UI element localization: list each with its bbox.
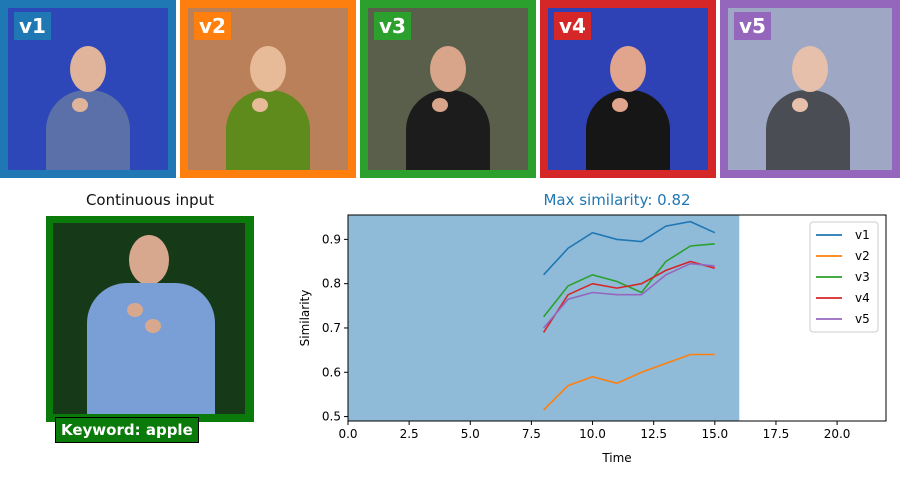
video-label-v1: v1: [14, 12, 51, 40]
legend-box: [809, 221, 879, 333]
series-line-v2: [543, 353, 715, 411]
reference-video-v4: v4: [540, 0, 716, 178]
legend-label-v4: v4: [855, 291, 870, 305]
signer-torso: [226, 90, 310, 170]
y-axis-label: Similarity: [298, 290, 312, 347]
y-tick-label: 0.9: [322, 232, 341, 246]
signer-head: [70, 46, 106, 92]
keyword-badge: Keyword: apple: [55, 417, 199, 443]
reference-video-frame: [368, 8, 528, 170]
x-tick-label: 12.5: [640, 427, 667, 441]
series-line-v4: [542, 260, 716, 333]
x-tick-label: 0.0: [338, 427, 357, 441]
video-label-v2: v2: [194, 12, 231, 40]
signer-head: [129, 235, 169, 285]
reference-video-frame: [548, 8, 708, 170]
x-tick-label: 20.0: [824, 427, 851, 441]
reference-video-v5: v5: [720, 0, 900, 178]
x-tick-label: 10.0: [579, 427, 606, 441]
reference-video-v3: v3: [360, 0, 536, 178]
legend-label-v1: v1: [855, 228, 870, 242]
signer-torso: [766, 90, 850, 170]
input-panel-title: Continuous input: [85, 191, 215, 209]
signer-hand: [145, 319, 161, 333]
video-label-v3: v3: [374, 12, 411, 40]
signer-hand: [432, 98, 448, 112]
x-tick-label: 17.5: [763, 427, 790, 441]
continuous-input-video: [53, 223, 245, 414]
legend-label-v5: v5: [855, 312, 870, 326]
signer-torso: [406, 90, 490, 170]
signer-torso: [87, 283, 215, 414]
chart-title: Max similarity: 0.82: [543, 191, 691, 209]
reference-video-v2: v2: [180, 0, 356, 178]
signer-hand: [612, 98, 628, 112]
shaded-region: [348, 215, 740, 421]
y-tick-label: 0.6: [322, 365, 341, 379]
signer-torso: [46, 90, 130, 170]
signer-head: [250, 46, 286, 92]
plot-frame: [347, 214, 887, 422]
video-label-v5: v5: [734, 12, 771, 40]
x-tick-label: 15.0: [701, 427, 728, 441]
y-tick-label: 0.8: [322, 277, 341, 291]
x-tick-label: 2.5: [400, 427, 419, 441]
reference-video-v1: v1: [0, 0, 176, 178]
x-tick-label: 5.0: [461, 427, 480, 441]
continuous-input-video-frame: [46, 216, 254, 422]
signer-head: [792, 46, 828, 92]
signer-torso: [586, 90, 670, 170]
legend-label-v3: v3: [855, 270, 870, 284]
video-label-v4: v4: [554, 12, 591, 40]
legend-label-v2: v2: [855, 249, 870, 263]
x-tick-label: 7.5: [522, 427, 541, 441]
signer-head: [430, 46, 466, 92]
signer-head: [610, 46, 646, 92]
signer-hand: [72, 98, 88, 112]
series-line-v5: [542, 262, 715, 329]
series-line-v1: [543, 220, 716, 276]
signer-hand: [127, 303, 143, 317]
series-line-v3: [542, 243, 715, 318]
signer-hand: [252, 98, 268, 112]
signer-hand: [792, 98, 808, 112]
x-axis-label: Time: [601, 451, 631, 465]
y-tick-label: 0.5: [322, 410, 341, 424]
y-tick-label: 0.7: [322, 321, 341, 335]
